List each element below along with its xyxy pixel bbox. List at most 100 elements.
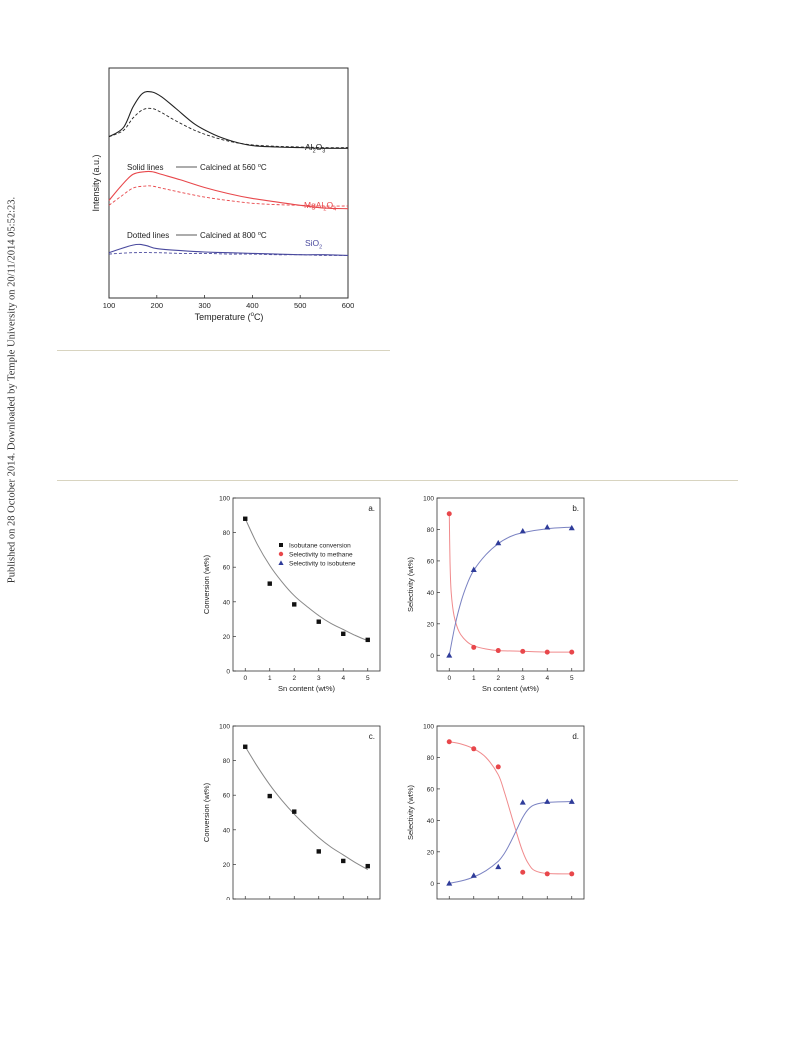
y-tick-label: 20: [223, 634, 231, 641]
legend-marker: [279, 543, 283, 547]
tpd-legend-solid-label: Solid lines: [127, 163, 163, 172]
tpd-legend-dotted-text: Calcined at 800 oC: [200, 231, 267, 240]
tpd-x-tick-label: 100: [103, 301, 116, 310]
x-tick-label: 3: [521, 675, 525, 682]
data-point: [544, 798, 551, 804]
tpd-y-axis-label: Intensity (a.u.): [91, 154, 101, 211]
y-tick-label: 20: [223, 862, 231, 869]
fit-curve: [448, 526, 572, 656]
y-tick-label: 40: [427, 818, 435, 825]
data-point: [495, 648, 501, 654]
data-point: [569, 871, 575, 877]
data-point: [520, 648, 526, 654]
data-point: [471, 746, 477, 752]
tpd-x-tick-label: 200: [151, 301, 164, 310]
panel-a: 0 20 40 60 80 100 0 1 2 3 4 5 Sn content (wt%) Conver…: [202, 496, 381, 693]
plot-frame: [232, 497, 381, 672]
panel-letter: b.: [572, 504, 579, 513]
data-point: [446, 880, 453, 886]
data-point: [267, 793, 272, 799]
x-tick-label: 0: [447, 675, 451, 682]
tpd-x-axis-label: Temperature (oC): [195, 312, 264, 322]
legend-label: Isobutane conversion: [289, 542, 351, 549]
tpd-label-mgal2o4: MgAl2O4: [304, 200, 336, 213]
x-tick-label: 0: [243, 675, 247, 682]
x-tick-label: 3: [317, 675, 321, 682]
data-point: [519, 799, 526, 805]
legend-label: Selectivity to isobutene: [289, 560, 356, 567]
tpd-curve-mgal2o4-dotted: [108, 185, 349, 207]
panel-c: 020406080100012345Cu content (wt%)Conver…: [202, 724, 381, 900]
panel-d: 020406080100012345Cu content (wt%)Select…: [406, 724, 585, 900]
legend-label: Selectivity to methane: [289, 551, 353, 558]
x-tick-label: 4: [545, 675, 549, 682]
y-axis-label: Conversion (wt%): [202, 554, 211, 614]
data-point: [495, 539, 502, 546]
y-tick-label: 0: [430, 653, 434, 660]
divider-top: [57, 350, 390, 351]
data-point: [544, 871, 550, 877]
tpd-legend-solid-text: Calcined at 560 oC: [200, 163, 267, 172]
y-tick-label: 40: [223, 599, 231, 606]
y-tick-label: 100: [219, 724, 230, 731]
plot-frame: [232, 725, 381, 900]
data-point: [243, 744, 248, 749]
data-point: [569, 649, 575, 655]
panel-letter: c.: [369, 732, 375, 741]
tpd-curve-sio2-dotted: [108, 252, 349, 256]
fit-curve: [449, 741, 572, 875]
data-point: [365, 863, 370, 869]
plot-frame: [436, 497, 585, 672]
data-point: [446, 511, 452, 517]
tpd-curve-al2o3-dotted: [108, 107, 349, 149]
data-point: [544, 649, 550, 655]
y-tick-label: 0: [226, 669, 230, 676]
tpd-x-ticks: 100 200 300 400 500 600: [103, 295, 355, 310]
y-tick-label: 80: [427, 527, 435, 534]
fit-curve: [244, 746, 369, 871]
y-tick-label: 80: [223, 530, 231, 537]
plot-frame: [436, 725, 585, 900]
data-point: [470, 872, 477, 878]
data-point: [267, 581, 272, 586]
tpd-x-tick-label: 600: [342, 301, 355, 310]
data-point: [495, 863, 502, 870]
x-tick-label: 2: [496, 675, 500, 682]
data-point: [341, 858, 346, 864]
x-tick-label: 2: [292, 675, 296, 682]
tpd-x-tick-label: 400: [246, 301, 259, 310]
tpd-plot-area: [108, 67, 349, 299]
data-point: [568, 524, 575, 531]
tpd-x-tick-label: 300: [198, 301, 211, 310]
data-point: [446, 652, 453, 658]
y-axis-label: Selectivity (wt%): [406, 556, 415, 612]
data-point: [519, 528, 526, 534]
panel-letter: d.: [572, 732, 579, 741]
tpd-curves: [108, 91, 349, 256]
data-point: [292, 602, 297, 607]
tpd-curve-sio2-solid: [108, 243, 349, 256]
panel-b: 0 20 40 60 80 100 0 1 2 3 4 5 Sn content (wt%) Select…: [406, 496, 585, 693]
data-point: [243, 516, 248, 521]
y-tick-label: 40: [427, 590, 435, 597]
data-point: [341, 631, 346, 637]
x-axis-label: Sn content (wt%): [278, 684, 336, 693]
tpd-label-sio2: SiO2: [305, 238, 322, 251]
y-tick-label: 60: [427, 558, 435, 565]
data-point: [316, 849, 321, 854]
tpd-legend-dotted-label: Dotted lines: [127, 231, 169, 240]
data-point: [316, 619, 321, 624]
tpd-curve-al2o3-solid: [108, 91, 349, 149]
y-tick-label: 60: [223, 565, 231, 572]
legend-marker: [278, 551, 284, 557]
x-axis-label: Sn content (wt%): [482, 684, 540, 693]
x-tick-label: 5: [570, 675, 574, 682]
y-tick-label: 80: [223, 758, 231, 765]
x-tick-label: 1: [268, 675, 272, 682]
data-point: [292, 809, 297, 814]
data-point: [495, 764, 501, 770]
y-tick-label: 80: [427, 755, 435, 762]
y-axis-label: Selectivity (wt%): [406, 784, 415, 840]
y-tick-label: 20: [427, 621, 435, 628]
